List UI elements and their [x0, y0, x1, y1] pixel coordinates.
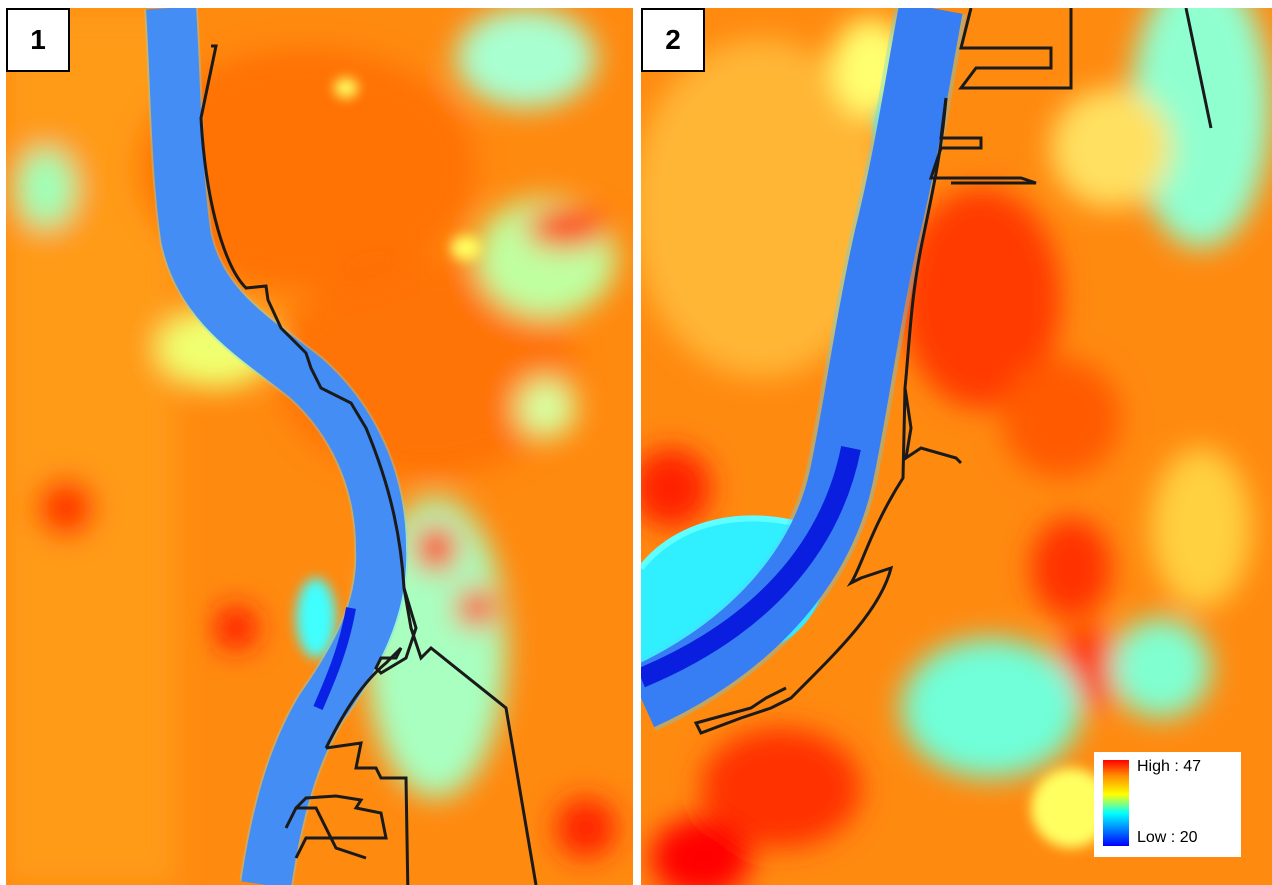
river-bank-left — [144, 8, 409, 885]
temperature-legend: High : 47 Low : 20 — [1094, 752, 1241, 857]
heat-map-2 — [641, 8, 1272, 885]
panel-label-2: 2 — [641, 8, 705, 72]
heat-map-1 — [6, 8, 633, 885]
study-boundary-1 — [199, 44, 538, 885]
panel-label-1: 1 — [6, 8, 70, 72]
river-garonne — [146, 8, 407, 885]
legend-color-ramp — [1103, 760, 1129, 846]
heat-blobs-2 — [641, 8, 1271, 885]
study-boundary-2 — [693, 8, 1213, 735]
river-deep-2 — [641, 446, 861, 688]
map-panel-1: 1 — [6, 8, 633, 885]
map-panel-2: 2 High : 47 Low : 20 — [641, 8, 1272, 885]
legend-high-label: High : 47 — [1137, 758, 1202, 775]
river-deep — [313, 607, 356, 710]
legend-low-label: Low : 20 — [1137, 829, 1198, 846]
